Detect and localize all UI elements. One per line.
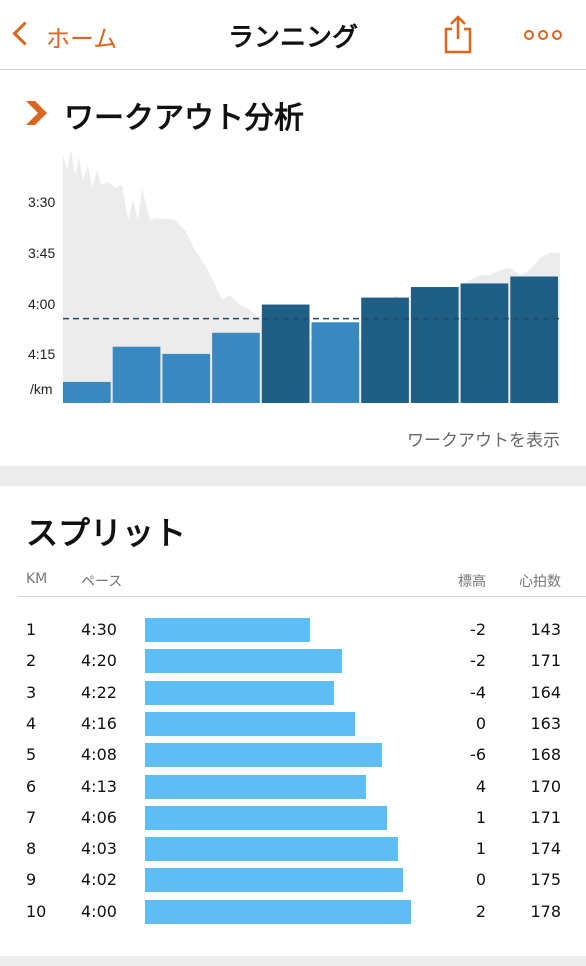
split-pace-bar bbox=[145, 868, 404, 893]
split-row: 2 4:20 -2 171 bbox=[0, 645, 586, 676]
split-heart-rate: 170 bbox=[530, 776, 561, 796]
split-row: 8 4:03 1 174 bbox=[0, 833, 586, 864]
split-pace-bar bbox=[145, 618, 310, 642]
split-pace: 4:13 bbox=[81, 776, 117, 796]
split-pace: 4:03 bbox=[81, 839, 117, 859]
split-elevation: 4 bbox=[475, 776, 486, 796]
split-elevation: -2 bbox=[470, 620, 486, 639]
split-pace: 4:30 bbox=[81, 620, 117, 639]
split-row: 3 4:22 -4 164 bbox=[0, 677, 586, 708]
divider bbox=[18, 596, 586, 597]
split-km: 2 bbox=[26, 651, 37, 671]
split-elevation: 1 bbox=[475, 839, 486, 859]
chevron-right-icon bbox=[26, 101, 47, 125]
split-elevation: -4 bbox=[470, 682, 486, 702]
y-tick-label: 4:15 bbox=[28, 346, 55, 362]
split-elevation: -6 bbox=[470, 745, 486, 765]
split-row: 10 4:00 2 178 bbox=[0, 896, 586, 927]
pace-bar bbox=[410, 287, 459, 403]
split-pace: 4:08 bbox=[81, 745, 117, 765]
split-pace-bar bbox=[145, 711, 356, 736]
split-elevation: 0 bbox=[475, 713, 486, 733]
split-km: 9 bbox=[26, 870, 37, 890]
split-elevation: 2 bbox=[475, 901, 486, 921]
split-heart-rate: 163 bbox=[530, 713, 561, 733]
split-km: 7 bbox=[26, 807, 37, 827]
split-km: 1 bbox=[26, 620, 37, 639]
chevron-left-icon[interactable] bbox=[12, 21, 37, 46]
share-icon[interactable] bbox=[443, 14, 473, 54]
split-pace: 4:02 bbox=[81, 870, 117, 890]
workout-analysis-card: ワークアウト分析 3:30 3:45 4:00 4:15 /km ワークアウトを… bbox=[0, 70, 586, 466]
split-pace-bar bbox=[145, 837, 398, 862]
split-heart-rate: 168 bbox=[530, 745, 561, 765]
y-tick-label: 3:30 bbox=[28, 194, 55, 210]
split-pace-bar bbox=[145, 899, 411, 924]
pace-chart: 3:30 3:45 4:00 4:15 /km bbox=[28, 150, 560, 403]
pace-bar bbox=[311, 322, 360, 403]
y-tick-label: 4:00 bbox=[28, 296, 55, 312]
pace-bar bbox=[361, 297, 409, 403]
split-pace-bar bbox=[145, 743, 382, 768]
workout-analysis-title: ワークアウト分析 bbox=[64, 101, 304, 136]
split-heart-rate: 171 bbox=[530, 807, 561, 827]
split-heart-rate: 171 bbox=[530, 651, 561, 671]
split-km: 8 bbox=[26, 839, 37, 859]
pace-bar bbox=[63, 381, 111, 403]
split-pace: 4:16 bbox=[81, 713, 117, 733]
pace-bar bbox=[212, 332, 260, 403]
splits-card: スプリット KM ペース 標高 心拍数 1 4:30 -2 143 2 4:20 -2 171… bbox=[0, 486, 586, 956]
split-km: 4 bbox=[26, 713, 37, 733]
split-row: 6 4:13 4 170 bbox=[0, 771, 586, 802]
km-column-header: KM bbox=[26, 571, 48, 587]
split-pace-bar bbox=[145, 774, 366, 799]
pace-bar bbox=[460, 283, 509, 403]
pace-column-header: ペース bbox=[81, 574, 123, 590]
pace-bar bbox=[162, 353, 211, 403]
pace-bar bbox=[112, 346, 161, 403]
split-row: 5 4:08 -6 168 bbox=[0, 739, 586, 770]
split-elevation: 1 bbox=[475, 807, 486, 827]
split-km: 10 bbox=[26, 901, 47, 921]
pace-bar bbox=[261, 304, 310, 403]
elevation-column-header: 標高 bbox=[458, 574, 486, 590]
split-heart-rate: 174 bbox=[530, 839, 561, 859]
split-pace-bar bbox=[145, 680, 334, 705]
splits-title: スプリット bbox=[26, 514, 187, 552]
split-km: 5 bbox=[26, 745, 37, 765]
heart-rate-column-header: 心拍数 bbox=[519, 574, 561, 590]
split-heart-rate: 178 bbox=[530, 901, 561, 921]
y-tick-label: 3:45 bbox=[28, 245, 55, 261]
navigation-bar: ホーム ランニング bbox=[0, 0, 586, 70]
split-pace: 4:06 bbox=[81, 807, 117, 827]
split-heart-rate: 164 bbox=[530, 682, 561, 702]
split-pace-bar bbox=[145, 649, 342, 674]
more-options-icon[interactable] bbox=[524, 30, 562, 40]
pace-bar bbox=[510, 276, 558, 403]
split-pace-bar bbox=[145, 805, 388, 830]
split-elevation: -2 bbox=[470, 651, 486, 671]
split-heart-rate: 143 bbox=[530, 620, 561, 639]
split-pace: 4:00 bbox=[81, 901, 117, 921]
split-row: 9 4:02 0 175 bbox=[0, 864, 586, 895]
split-km: 3 bbox=[26, 682, 37, 702]
split-elevation: 0 bbox=[475, 870, 486, 890]
split-heart-rate: 175 bbox=[530, 870, 561, 890]
split-pace: 4:20 bbox=[81, 651, 117, 671]
split-row: 7 4:06 1 171 bbox=[0, 802, 586, 833]
split-pace: 4:22 bbox=[81, 682, 117, 702]
split-row: 4 4:16 0 163 bbox=[0, 708, 586, 739]
back-label[interactable]: ホーム bbox=[46, 25, 118, 53]
y-axis-unit-label: /km bbox=[30, 381, 53, 397]
split-row: 1 4:30 -2 143 bbox=[0, 614, 586, 645]
show-workout-link[interactable]: ワークアウトを表示 bbox=[407, 431, 560, 451]
split-km: 6 bbox=[26, 776, 37, 796]
